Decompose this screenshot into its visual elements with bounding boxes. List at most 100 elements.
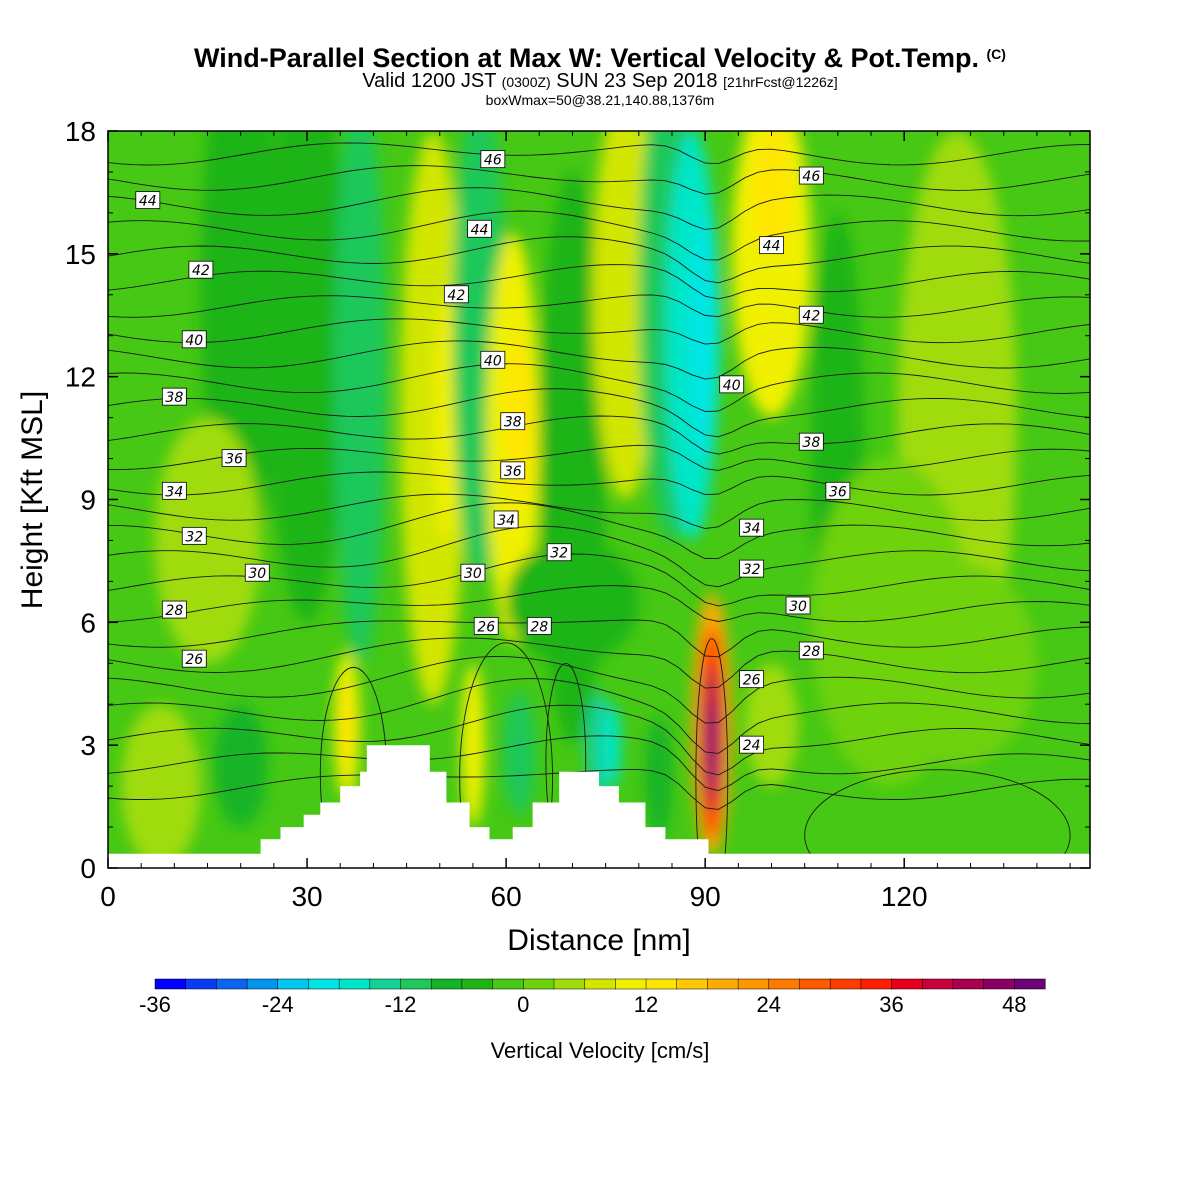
contour-label: 36 [221, 449, 247, 468]
velocity-cell [707, 700, 717, 791]
contour-label-box [825, 481, 851, 500]
contour-label: 44 [759, 236, 784, 255]
velocity-cell [744, 663, 799, 787]
contour-label-text: 38 [165, 390, 183, 406]
theta-contour-line [108, 735, 1090, 792]
contour-label-text: 24 [743, 738, 761, 754]
y-tick-label: 0 [80, 853, 96, 884]
colorbar-swatch [891, 978, 923, 990]
terrain-profile [108, 745, 1090, 868]
contour-label-box [500, 461, 526, 480]
contour-label-box [798, 432, 824, 451]
contour-label-box [181, 649, 207, 668]
contour-label-box [443, 285, 469, 304]
contour-label-text: 36 [829, 484, 847, 500]
colorbar-tick-label: -24 [262, 992, 294, 1017]
theta-contour-line [108, 502, 1090, 559]
velocity-cell [338, 683, 355, 766]
colorbar-swatch [492, 978, 524, 990]
contour-label-text: 42 [447, 288, 465, 304]
theta-contour-line [108, 388, 1090, 438]
theta-contour-line [108, 619, 1090, 658]
contour-label: 26 [181, 649, 207, 668]
contour-label-text: 30 [464, 566, 482, 582]
contour-label-text: 34 [743, 521, 761, 537]
contour-label: 46 [480, 150, 506, 169]
copyright-mark: (C) [986, 46, 1006, 62]
theta-contour-line [108, 415, 1090, 455]
contour-label-text: 30 [789, 599, 807, 615]
contour-label-text: 28 [802, 644, 820, 660]
contour-label-box [719, 375, 745, 394]
colorbar-swatch [860, 978, 893, 990]
velocity-cell [603, 704, 621, 787]
contour-label: 26 [739, 670, 765, 689]
theta-contour-line [108, 678, 1090, 754]
x-tick-label: 30 [291, 881, 322, 912]
contour-label: 42 [188, 260, 214, 279]
contour-label-box [221, 449, 247, 467]
contour-label: 46 [798, 166, 824, 185]
velocity-cell [690, 212, 720, 459]
contour-label-text: 28 [165, 603, 183, 619]
velocity-cell [585, 691, 613, 799]
y-tick-label: 3 [80, 730, 96, 761]
colorbar-swatch [400, 978, 432, 990]
contour-label: 32 [739, 559, 765, 578]
colorbar-swatch [829, 978, 862, 990]
contour-label-box [739, 670, 765, 689]
colorbar-swatch [952, 978, 985, 990]
theta-contour-line [108, 294, 1090, 318]
colorbar-tick-label: 36 [879, 992, 903, 1017]
contour-label-box [739, 735, 765, 754]
contour-label-box [785, 596, 811, 615]
colorbar-swatch [615, 978, 647, 990]
contour-label: 36 [500, 461, 526, 480]
y-axis-label: Height [Kft MSL] [16, 391, 49, 609]
velocity-field [108, 131, 1090, 868]
contour-label: 30 [460, 563, 486, 582]
contour-label-box [759, 236, 784, 255]
box-info: boxWmax=50@38.21,140.88,1376m [485, 92, 715, 108]
y-tick-label: 15 [65, 239, 96, 270]
colorbar-tick-label: 48 [1002, 992, 1026, 1017]
contour-label-text: 42 [192, 263, 210, 279]
terrain [108, 745, 1090, 868]
velocity-cell [751, 131, 792, 254]
contour-label: 32 [546, 543, 572, 562]
contour-label-text: 40 [185, 333, 203, 349]
colorbar-tick-label: -36 [139, 992, 171, 1017]
contour-label-box [135, 191, 161, 210]
contour-label-text: 26 [477, 619, 495, 635]
contour-label: 42 [798, 305, 824, 324]
y-tick-label: 12 [65, 362, 96, 393]
contour-label-text: 32 [185, 529, 203, 545]
x-tick-label: 60 [491, 881, 522, 912]
contour-label-text: 44 [471, 222, 489, 238]
colorbar-swatch [676, 978, 708, 990]
contour-label: 40 [480, 350, 506, 369]
contour-label-box [181, 330, 207, 349]
contour-label-box [467, 219, 492, 238]
theta-contour-line [108, 585, 1090, 623]
theta-contour-loop [695, 638, 729, 868]
contour-label-box [480, 150, 506, 169]
colorbar-swatch [461, 978, 494, 990]
colorbar-label: Vertical Velocity [cm/s] [491, 1038, 710, 1063]
contour-label-box [244, 563, 270, 582]
colorbar-swatch [308, 978, 340, 990]
theta-contour-line [108, 165, 1090, 195]
contour-label-box [460, 563, 486, 582]
contour-label-box [473, 617, 499, 635]
theta-contour-line [108, 444, 1090, 471]
theta-contour-line [108, 493, 1090, 529]
contour-label-text: 36 [225, 452, 243, 468]
y-tick-label: 18 [65, 116, 96, 147]
velocity-cell [645, 716, 672, 840]
contour-label-box [546, 543, 572, 562]
theta-contour-line [108, 471, 1090, 496]
colorbar-tick-label: 12 [634, 992, 658, 1017]
contour-label-text: 26 [185, 652, 203, 668]
y-tick-label: 9 [80, 485, 96, 516]
